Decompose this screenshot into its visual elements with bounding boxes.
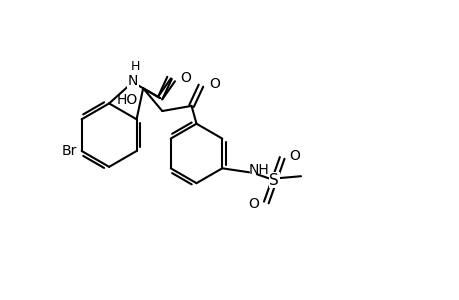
Text: S: S — [269, 173, 279, 188]
Text: N: N — [127, 74, 138, 88]
Text: H: H — [131, 60, 140, 73]
Text: Br: Br — [61, 144, 77, 158]
Text: O: O — [289, 149, 299, 163]
Text: O: O — [208, 77, 219, 91]
Text: HO: HO — [117, 93, 138, 107]
Text: O: O — [248, 197, 259, 212]
Text: O: O — [179, 71, 190, 85]
Text: NH: NH — [248, 163, 269, 177]
